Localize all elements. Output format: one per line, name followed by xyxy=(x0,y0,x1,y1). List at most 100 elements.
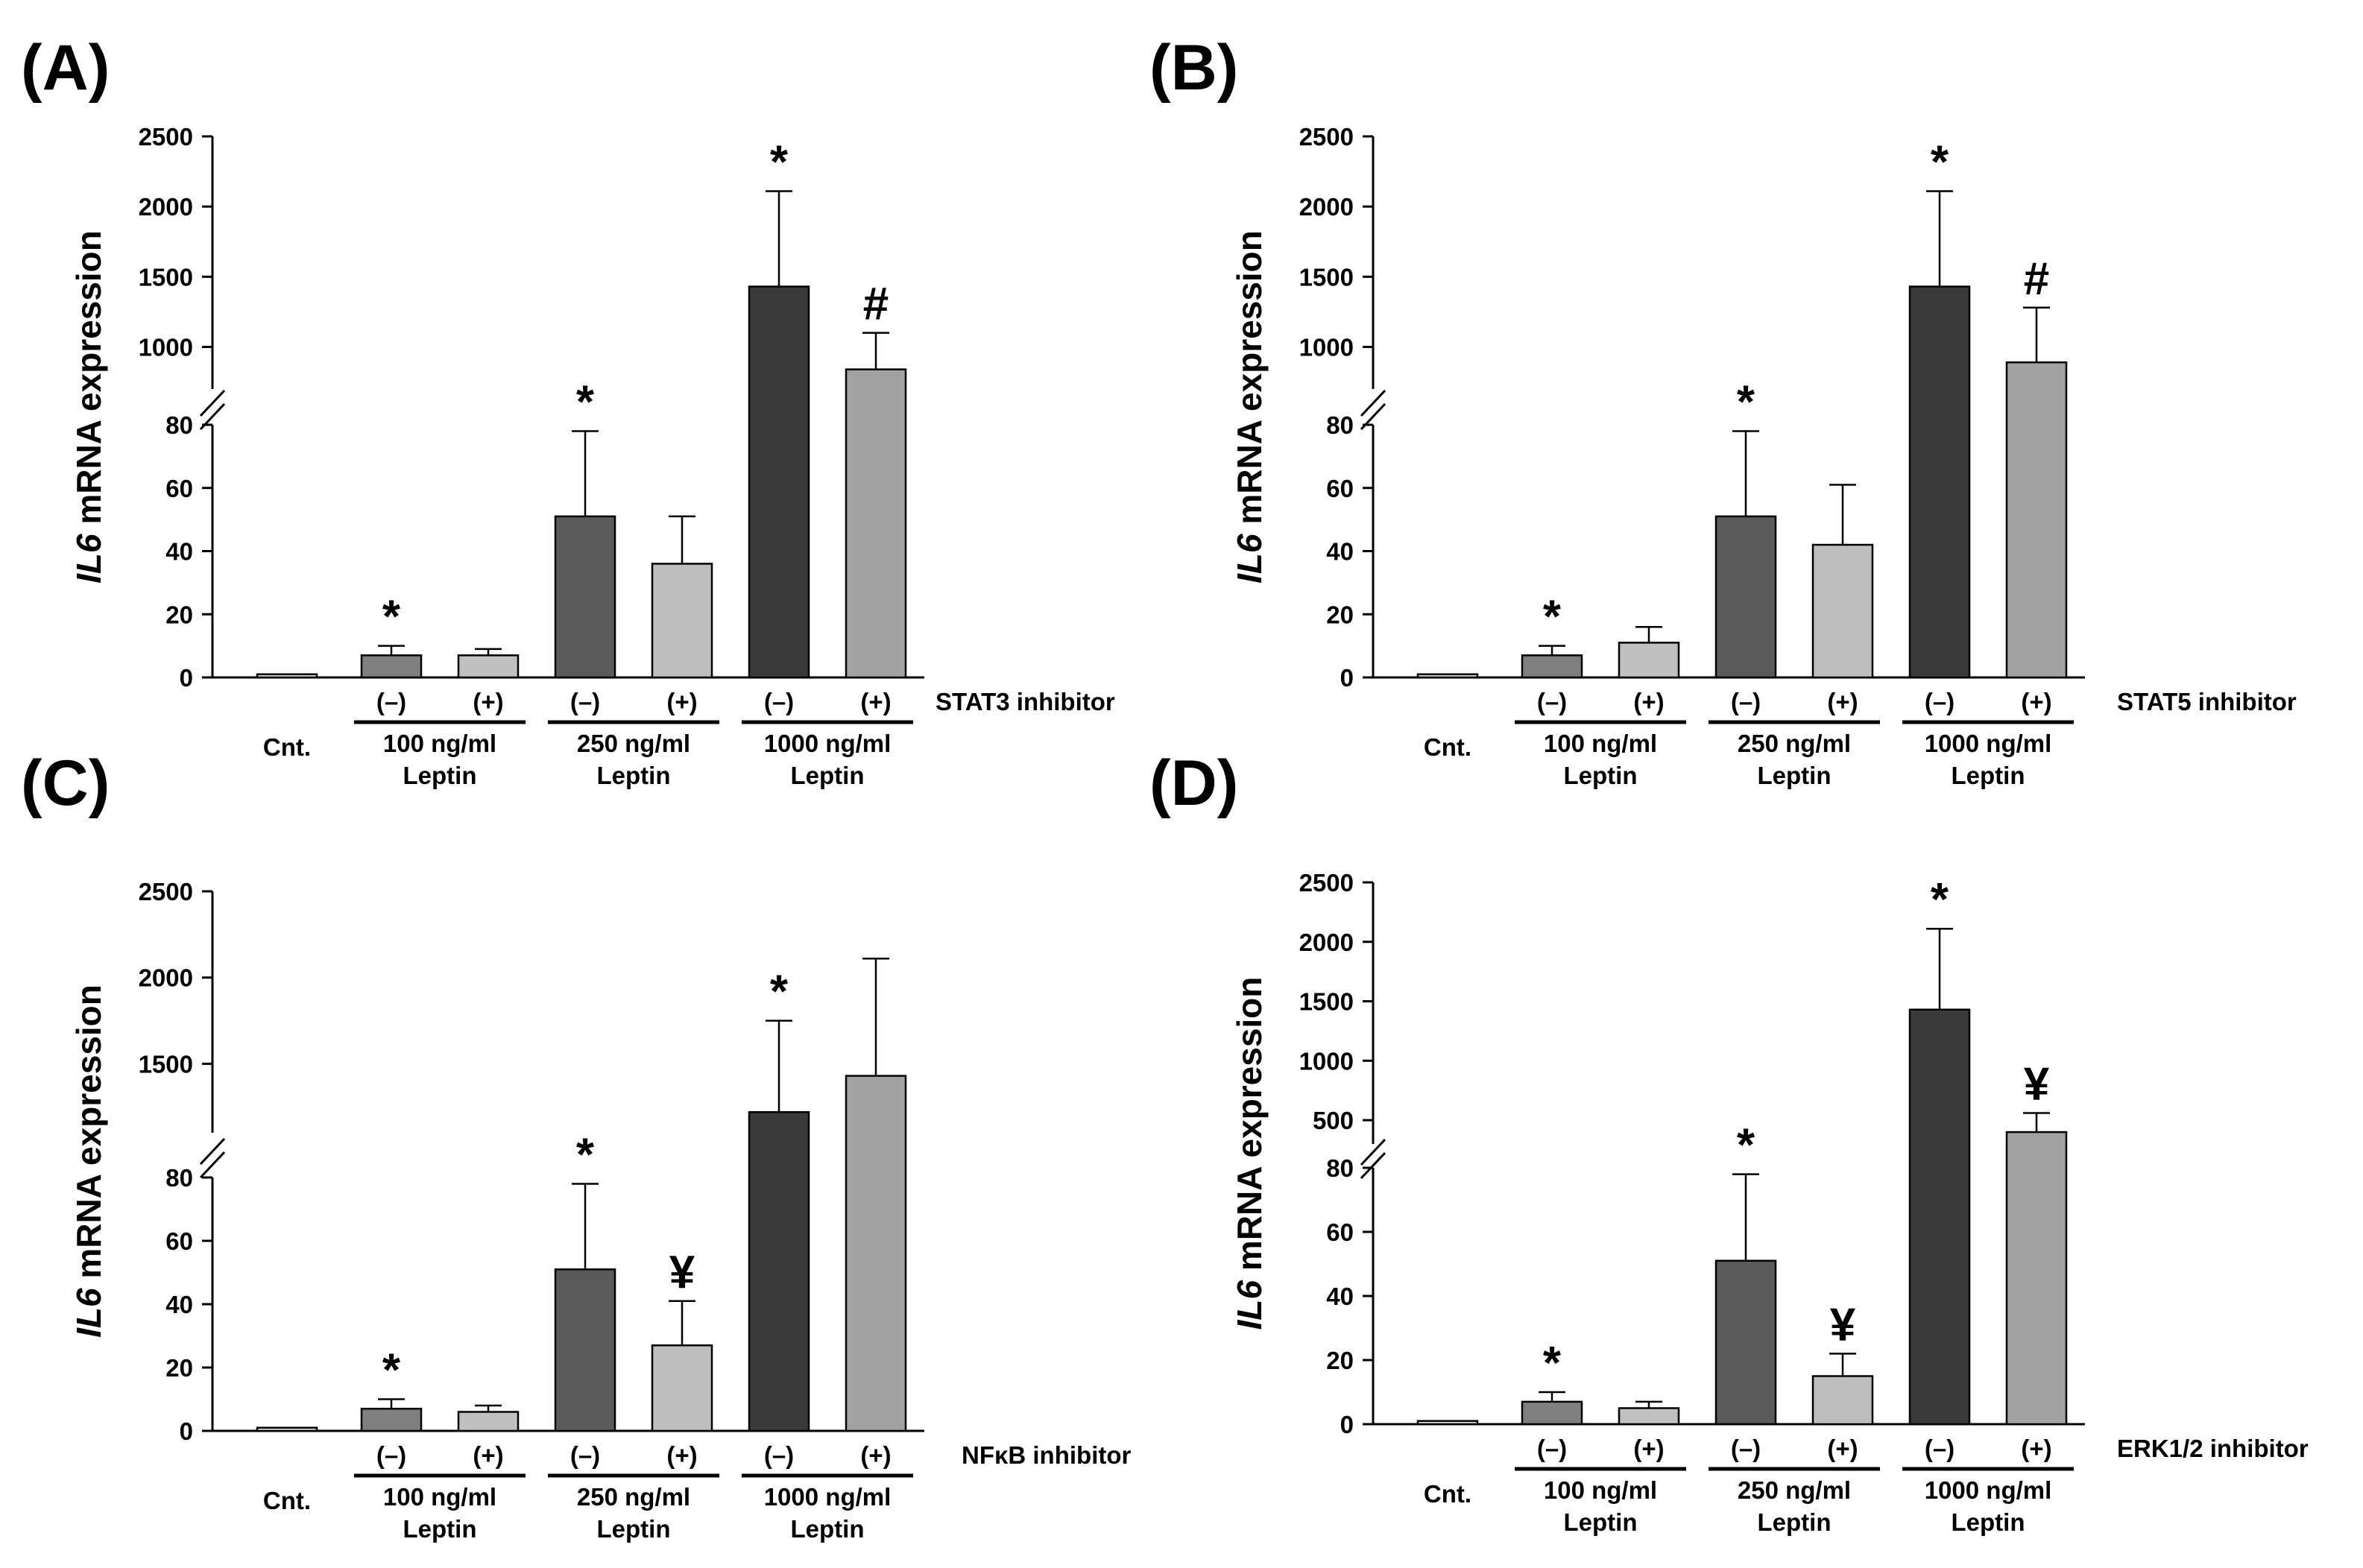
inhibitor-state-label: (+) xyxy=(666,688,697,715)
inhibitor-state-label: (+) xyxy=(2021,1435,2051,1462)
bar-5 xyxy=(1908,285,1971,679)
y-tick-label: 2000 xyxy=(1299,193,1354,221)
significance-marker-3: * xyxy=(1737,1120,1755,1172)
y-tick-label: 60 xyxy=(165,475,193,502)
bar-0 xyxy=(1416,1420,1479,1426)
chart-panel-a: (A) 0 20 40 60 80 1000 1500 2000 2500 IL6 mRNA exp… xyxy=(21,32,1115,789)
leptin-label: Leptin xyxy=(1564,762,1638,789)
bar-4 xyxy=(1811,543,1874,679)
significance-marker-3: * xyxy=(1737,376,1755,428)
bar-3 xyxy=(1714,515,1777,679)
inhibitor-state-label: (+) xyxy=(473,688,503,715)
y-axis-title-gene: IL6 xyxy=(69,534,108,584)
control-label: Cnt. xyxy=(1424,733,1471,761)
axis-break-mark xyxy=(199,1151,226,1179)
dose-label: 250 ng/ml xyxy=(1738,730,1851,757)
significance-marker-5: * xyxy=(770,136,789,188)
axis-break-mark xyxy=(1360,389,1386,417)
axis-break-mark xyxy=(1360,1138,1386,1166)
bar-2 xyxy=(1618,642,1680,679)
inhibitor-state-label: (+) xyxy=(1633,688,1664,715)
significance-marker-4: ¥ xyxy=(1830,1299,1856,1350)
y-tick-label: 0 xyxy=(180,664,193,692)
y-axis-title-rest: mRNA expression xyxy=(1230,230,1269,534)
bar-3 xyxy=(554,1268,616,1432)
significance-marker-5: * xyxy=(1931,874,1949,926)
leptin-label: Leptin xyxy=(403,762,477,789)
y-tick-label: 0 xyxy=(180,1417,193,1445)
y-tick-label: 20 xyxy=(165,1354,193,1382)
dose-label: 250 ng/ml xyxy=(577,1483,690,1511)
bar-3 xyxy=(1714,1259,1777,1426)
y-axis-title: IL6 mRNA expression xyxy=(1230,230,1269,584)
control-label: Cnt. xyxy=(263,1487,311,1514)
axis-break-mark xyxy=(1360,1151,1386,1180)
dose-label: 100 ng/ml xyxy=(1544,730,1657,757)
bar-1 xyxy=(1521,1400,1583,1426)
inhibitor-state-label: (–) xyxy=(1537,1435,1567,1462)
significance-marker-1: * xyxy=(1543,592,1562,643)
inhibitor-state-label: (+) xyxy=(860,1441,891,1469)
leptin-label: Leptin xyxy=(1952,1508,2025,1536)
significance-marker-1: * xyxy=(382,1345,401,1397)
y-tick-label: 2000 xyxy=(139,964,193,992)
y-tick-label: 80 xyxy=(165,1164,193,1192)
leptin-label: Leptin xyxy=(791,762,865,789)
bar-0 xyxy=(256,1426,318,1432)
inhibitor-state-label: (+) xyxy=(666,1441,697,1469)
inhibitor-state-label: (–) xyxy=(1537,688,1567,715)
inhibitor-state-label: (–) xyxy=(570,688,600,715)
significance-marker-5: * xyxy=(1931,136,1949,188)
chart-panel-d: (D) 0 20 40 60 80 500 1000 1500 2000 2500 IL6 mRNA … xyxy=(1149,747,2309,1536)
significance-marker-3: * xyxy=(576,1130,595,1181)
inhibitor-state-label: (–) xyxy=(764,688,794,715)
y-axis-title-rest: mRNA expression xyxy=(69,984,108,1288)
bar-1 xyxy=(1521,654,1583,679)
dose-label: 1000 ng/ml xyxy=(1925,730,2052,757)
dose-label: 100 ng/ml xyxy=(383,730,496,757)
inhibitor-label: STAT3 inhibitor xyxy=(936,688,1115,715)
y-axis-title-rest: mRNA expression xyxy=(69,230,108,534)
y-axis-title-rest: mRNA expression xyxy=(1230,977,1269,1280)
inhibitor-label: ERK1/2 inhibitor xyxy=(2117,1435,2309,1462)
y-tick-label: 60 xyxy=(165,1227,193,1255)
dose-label: 250 ng/ml xyxy=(577,730,690,757)
bar-5 xyxy=(748,1110,810,1432)
panel-label: (D) xyxy=(1149,747,1238,819)
inhibitor-state-label: (+) xyxy=(1633,1435,1664,1462)
y-axis-title: IL6 mRNA expression xyxy=(69,230,108,584)
panel-label: (A) xyxy=(21,32,110,104)
y-axis-title-gene: IL6 xyxy=(1230,534,1269,584)
bar-2 xyxy=(1618,1407,1680,1426)
inhibitor-state-label: (–) xyxy=(764,1441,794,1469)
bar-0 xyxy=(1416,673,1479,679)
y-axis-title: IL6 mRNA expression xyxy=(69,984,108,1338)
significance-marker-1: * xyxy=(382,592,401,643)
y-tick-label: 1500 xyxy=(1299,263,1354,291)
inhibitor-state-label: (+) xyxy=(473,1441,503,1469)
significance-marker-6: ¥ xyxy=(2024,1059,2050,1110)
dose-label: 1000 ng/ml xyxy=(1925,1476,2052,1504)
y-tick-label: 20 xyxy=(1326,601,1354,628)
inhibitor-state-label: (–) xyxy=(376,688,406,715)
bar-4 xyxy=(651,563,713,679)
y-tick-label: 0 xyxy=(1340,664,1354,692)
y-axis-title-gene: IL6 xyxy=(1230,1280,1269,1330)
y-tick-label: 1500 xyxy=(1299,988,1354,1016)
leptin-label: Leptin xyxy=(403,1515,477,1543)
panel-label: (B) xyxy=(1149,32,1238,104)
significance-marker-6: # xyxy=(2024,253,2049,305)
dose-label: 100 ng/ml xyxy=(383,1483,496,1511)
y-tick-label: 20 xyxy=(165,601,193,628)
inhibitor-label: STAT5 inhibitor xyxy=(2117,688,2297,715)
significance-marker-4: ¥ xyxy=(669,1247,695,1298)
significance-marker-6: # xyxy=(863,279,889,330)
bar-2 xyxy=(457,1411,520,1432)
inhibitor-state-label: (–) xyxy=(1925,688,1955,715)
significance-marker-5: * xyxy=(770,967,789,1018)
bar-6 xyxy=(2005,1131,2068,1426)
control-label: Cnt. xyxy=(263,733,311,761)
axis-break-mark xyxy=(199,389,226,417)
y-tick-label: 500 xyxy=(1313,1107,1354,1134)
leptin-label: Leptin xyxy=(1758,762,1832,789)
